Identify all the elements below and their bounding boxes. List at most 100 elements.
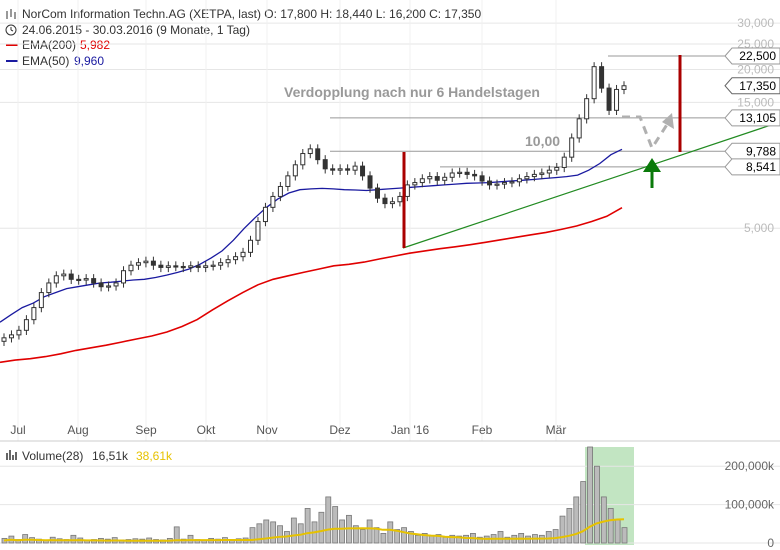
volume-tick-label: 200,000k bbox=[725, 459, 775, 473]
candle bbox=[83, 274, 89, 285]
candle bbox=[360, 161, 366, 181]
candle bbox=[248, 235, 254, 258]
candle bbox=[330, 164, 336, 175]
candle bbox=[255, 217, 261, 245]
price-tick-label: 30,000 bbox=[737, 16, 774, 30]
candle bbox=[397, 191, 403, 207]
volume-bar bbox=[600, 496, 607, 544]
price-tick-label: 15,000 bbox=[737, 95, 774, 109]
volume-bar bbox=[504, 536, 511, 544]
volume-bar bbox=[173, 526, 180, 544]
volume-bar bbox=[449, 534, 456, 544]
volume-bar bbox=[304, 508, 311, 544]
candle bbox=[210, 260, 216, 271]
candle bbox=[106, 281, 112, 292]
volume-bar bbox=[339, 519, 345, 544]
candle bbox=[404, 180, 410, 202]
time-tick-label: Feb bbox=[472, 423, 493, 437]
volume-bar bbox=[408, 531, 414, 544]
volume-bar bbox=[552, 529, 559, 544]
candle bbox=[23, 315, 29, 335]
volume-value-2: 38,61k bbox=[136, 449, 173, 463]
svg-text:22,500: 22,500 bbox=[739, 49, 776, 63]
volume-average-line bbox=[3, 518, 625, 542]
candle bbox=[300, 149, 306, 170]
support-arrow bbox=[643, 158, 661, 188]
volume-bar bbox=[621, 527, 628, 544]
candle bbox=[621, 81, 627, 95]
candle bbox=[494, 179, 500, 190]
candle bbox=[61, 269, 67, 281]
candle bbox=[322, 155, 328, 174]
volume-bar bbox=[256, 523, 263, 544]
volume-bar bbox=[580, 481, 587, 544]
candle bbox=[1, 333, 7, 346]
svg-text:13,105: 13,105 bbox=[739, 111, 776, 125]
candle bbox=[240, 247, 246, 262]
volume-label: Volume(28) bbox=[22, 449, 83, 463]
volume-bar bbox=[373, 527, 380, 544]
ema50-value: 9,960 bbox=[74, 54, 104, 68]
candle bbox=[8, 330, 14, 343]
candle bbox=[203, 261, 209, 273]
volume-bar bbox=[318, 511, 325, 544]
candle bbox=[524, 172, 530, 184]
volume-bar bbox=[435, 534, 442, 544]
candle bbox=[382, 193, 388, 209]
candle bbox=[218, 258, 224, 270]
time-tick-label: Mär bbox=[546, 423, 567, 437]
candle bbox=[38, 288, 44, 313]
volume-axis: 200,000k 100,000k 0 bbox=[725, 459, 775, 550]
trend-line bbox=[402, 121, 780, 249]
volume-bar bbox=[594, 465, 600, 544]
volume-bar bbox=[401, 527, 407, 544]
candle bbox=[442, 172, 448, 185]
price-label-box: 17,350 bbox=[724, 77, 780, 95]
chart-type-icon bbox=[6, 9, 16, 19]
candlestick-series bbox=[1, 62, 627, 346]
candle bbox=[509, 177, 515, 188]
candle bbox=[457, 167, 463, 178]
volume-bar bbox=[325, 496, 332, 544]
candle bbox=[143, 256, 149, 268]
candle bbox=[262, 202, 268, 227]
volume-bar bbox=[414, 534, 421, 544]
level-annotation: 10,00 bbox=[525, 133, 560, 149]
candle bbox=[591, 62, 597, 104]
candle bbox=[546, 165, 552, 178]
volume-bar bbox=[332, 506, 339, 544]
candle bbox=[16, 325, 22, 340]
volume-value-1: 16,51k bbox=[92, 449, 129, 463]
candle bbox=[68, 269, 74, 284]
candle bbox=[315, 144, 321, 165]
volume-bar bbox=[70, 534, 77, 544]
volume-icon bbox=[6, 450, 17, 460]
volume-bar bbox=[352, 525, 359, 544]
candle bbox=[599, 62, 605, 93]
candle bbox=[374, 183, 380, 203]
volume-bar bbox=[277, 525, 283, 544]
time-tick-label: Jul bbox=[10, 423, 25, 437]
time-axis: Jul Aug Sep Okt Nov Dez Jan '16 Feb Mär bbox=[10, 423, 566, 437]
candle bbox=[367, 171, 373, 193]
time-tick-label: Sep bbox=[135, 423, 157, 437]
candle bbox=[554, 162, 560, 175]
candle bbox=[561, 152, 567, 173]
volume-bar bbox=[22, 534, 29, 544]
volume-bar bbox=[587, 446, 593, 544]
candle bbox=[180, 261, 186, 273]
volume-bar bbox=[573, 496, 580, 544]
price-tick-label: 5,000 bbox=[744, 221, 774, 235]
candle bbox=[531, 169, 537, 182]
candle bbox=[225, 255, 231, 268]
candle bbox=[233, 252, 239, 265]
volume-bar bbox=[559, 515, 566, 544]
ema200-label: EMA(200) bbox=[22, 38, 76, 52]
price-label-box: 9,788 bbox=[724, 142, 780, 160]
candle bbox=[614, 84, 620, 116]
candle bbox=[195, 261, 201, 273]
candle bbox=[516, 174, 522, 187]
candle bbox=[606, 83, 612, 116]
candle bbox=[569, 133, 575, 162]
candle bbox=[53, 271, 59, 288]
